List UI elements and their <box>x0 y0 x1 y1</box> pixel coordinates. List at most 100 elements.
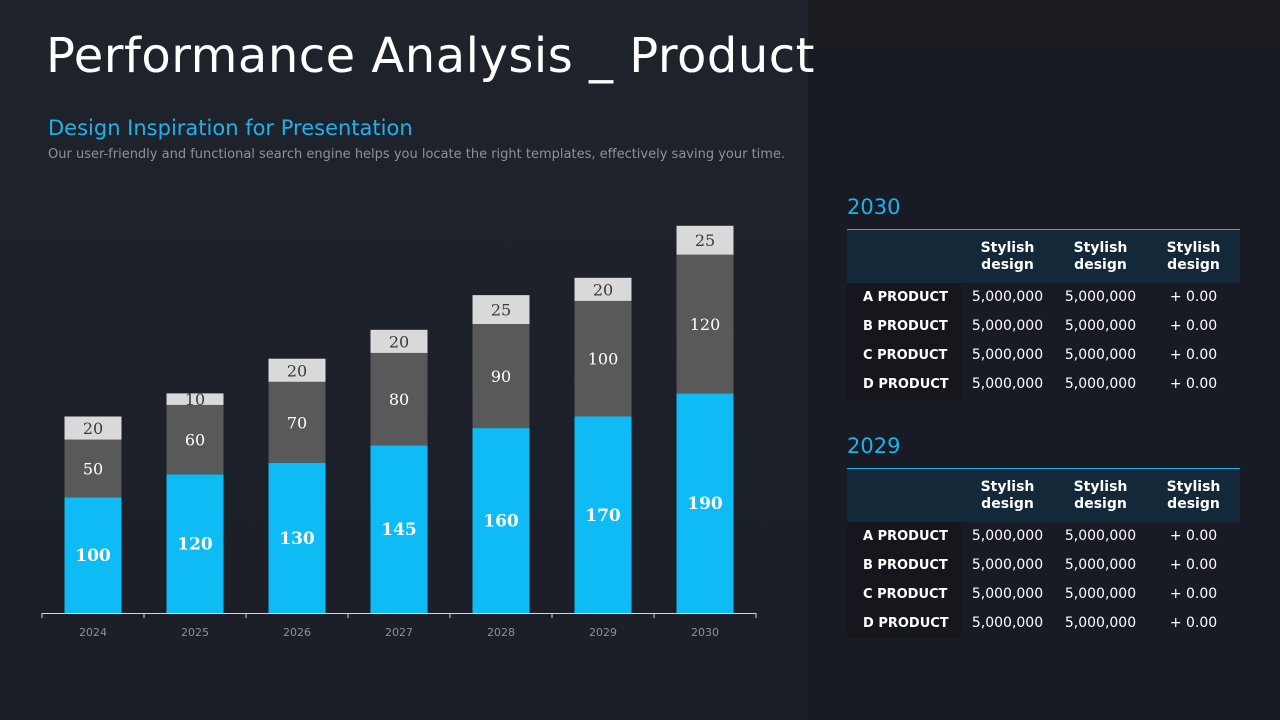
row-value: 5,000,000 <box>1064 557 1137 573</box>
data-label: 25 <box>491 301 511 320</box>
row-value: + 0.00 <box>1169 376 1218 392</box>
data-label: 170 <box>585 506 621 526</box>
data-label: 145 <box>381 520 417 540</box>
table-header-cell: Stylish design <box>1166 479 1221 512</box>
row-value: 5,000,000 <box>1064 586 1137 602</box>
bar-segment <box>268 381 326 463</box>
table-block-2030: 2030 Stylish design Stylish design Styli… <box>847 193 1240 399</box>
row-value: 5,000,000 <box>971 289 1044 305</box>
table-header-cell: Stylish design <box>980 240 1035 273</box>
data-label: 190 <box>687 494 723 514</box>
data-label: 130 <box>279 529 315 549</box>
bar-segment <box>472 428 530 613</box>
bar-segment <box>370 445 428 613</box>
data-label: 90 <box>491 367 511 386</box>
data-label: 20 <box>287 361 307 380</box>
row-value: 5,000,000 <box>971 586 1044 602</box>
row-value: 5,000,000 <box>971 376 1044 392</box>
row-value: + 0.00 <box>1169 586 1218 602</box>
row-label: D PRODUCT <box>847 370 961 399</box>
row-value: + 0.00 <box>1169 557 1218 573</box>
row-value: + 0.00 <box>1169 289 1218 305</box>
row-value: + 0.00 <box>1169 318 1218 334</box>
bar-segment <box>472 295 530 325</box>
table-header-cell: Stylish design <box>1073 240 1128 273</box>
table-header-row: Stylish design Stylish design Stylish de… <box>847 468 1240 522</box>
table-row: C PRODUCT 5,000,000 5,000,000 + 0.00 <box>847 580 1240 609</box>
bar-segment <box>574 277 632 301</box>
table-row: A PRODUCT 5,000,000 5,000,000 + 0.00 <box>847 283 1240 312</box>
bar-segment <box>64 439 122 498</box>
x-tick-label: 2029 <box>589 626 617 639</box>
table-row: C PRODUCT 5,000,000 5,000,000 + 0.00 <box>847 341 1240 370</box>
bar-segment <box>676 225 734 255</box>
x-tick-label: 2024 <box>79 626 107 639</box>
row-label: C PRODUCT <box>847 341 961 370</box>
bar-segment <box>268 358 326 382</box>
page-description: Our user-friendly and functional search … <box>48 147 786 162</box>
row-value: 5,000,000 <box>1064 318 1137 334</box>
data-label: 50 <box>83 460 103 479</box>
table-header-corner <box>847 230 961 283</box>
bar-segment <box>574 416 632 613</box>
table-year-title: 2029 <box>847 434 901 458</box>
table-row: B PRODUCT 5,000,000 5,000,000 + 0.00 <box>847 312 1240 341</box>
page-title: Performance Analysis _ Product <box>46 28 815 84</box>
data-label: 60 <box>185 431 205 450</box>
table-header-row: Stylish design Stylish design Stylish de… <box>847 229 1240 283</box>
data-label: 20 <box>593 280 613 299</box>
data-label: 10 <box>185 390 205 409</box>
table-header-corner <box>847 469 961 522</box>
bar-segment <box>64 497 122 613</box>
row-label: A PRODUCT <box>847 522 961 551</box>
x-tick-label: 2028 <box>487 626 515 639</box>
row-value: 5,000,000 <box>971 528 1044 544</box>
data-label: 80 <box>389 390 409 409</box>
data-label: 100 <box>75 546 111 566</box>
x-tick-label: 2027 <box>385 626 413 639</box>
x-tick-label: 2025 <box>181 626 209 639</box>
row-value: 5,000,000 <box>1064 347 1137 363</box>
table-header-cell: Stylish design <box>1073 479 1128 512</box>
bar-segment <box>574 300 632 417</box>
table-block-2029: 2029 Stylish design Stylish design Styli… <box>847 432 1240 638</box>
row-label: D PRODUCT <box>847 609 961 638</box>
stacked-bar-chart: 1005020202412060102025130702020261458020… <box>41 225 757 639</box>
bar-segment <box>268 462 326 613</box>
table-header-cell: Stylish design <box>1166 240 1221 273</box>
row-value: 5,000,000 <box>1064 615 1137 631</box>
data-label: 20 <box>83 419 103 438</box>
bar-segment <box>676 393 734 613</box>
row-label: A PRODUCT <box>847 283 961 312</box>
row-value: 5,000,000 <box>1064 528 1137 544</box>
data-label: 120 <box>690 315 721 334</box>
row-label: B PRODUCT <box>847 312 961 341</box>
bar-segment <box>166 474 224 613</box>
row-value: + 0.00 <box>1169 615 1218 631</box>
data-label: 70 <box>287 413 307 432</box>
table-row: D PRODUCT 5,000,000 5,000,000 + 0.00 <box>847 609 1240 638</box>
bar-segment <box>472 324 530 429</box>
row-value: 5,000,000 <box>1064 376 1137 392</box>
bar-segment <box>370 329 428 353</box>
row-value: 5,000,000 <box>971 615 1044 631</box>
bar-segment <box>370 352 428 446</box>
page-subtitle: Design Inspiration for Presentation <box>48 116 413 140</box>
bar-segment <box>166 404 224 475</box>
row-value: 5,000,000 <box>971 318 1044 334</box>
row-value: 5,000,000 <box>971 557 1044 573</box>
data-label: 100 <box>588 350 619 369</box>
row-value: 5,000,000 <box>1064 289 1137 305</box>
right-top-strip <box>808 0 1280 48</box>
table-year-title: 2030 <box>847 195 901 219</box>
data-label: 25 <box>695 231 715 250</box>
row-value: + 0.00 <box>1169 347 1218 363</box>
data-label: 20 <box>389 332 409 351</box>
table-row: A PRODUCT 5,000,000 5,000,000 + 0.00 <box>847 522 1240 551</box>
row-value: + 0.00 <box>1169 528 1218 544</box>
row-label: B PRODUCT <box>847 551 961 580</box>
row-value: 5,000,000 <box>971 347 1044 363</box>
data-label: 160 <box>483 512 519 532</box>
table-header-cell: Stylish design <box>980 479 1035 512</box>
table-row: B PRODUCT 5,000,000 5,000,000 + 0.00 <box>847 551 1240 580</box>
